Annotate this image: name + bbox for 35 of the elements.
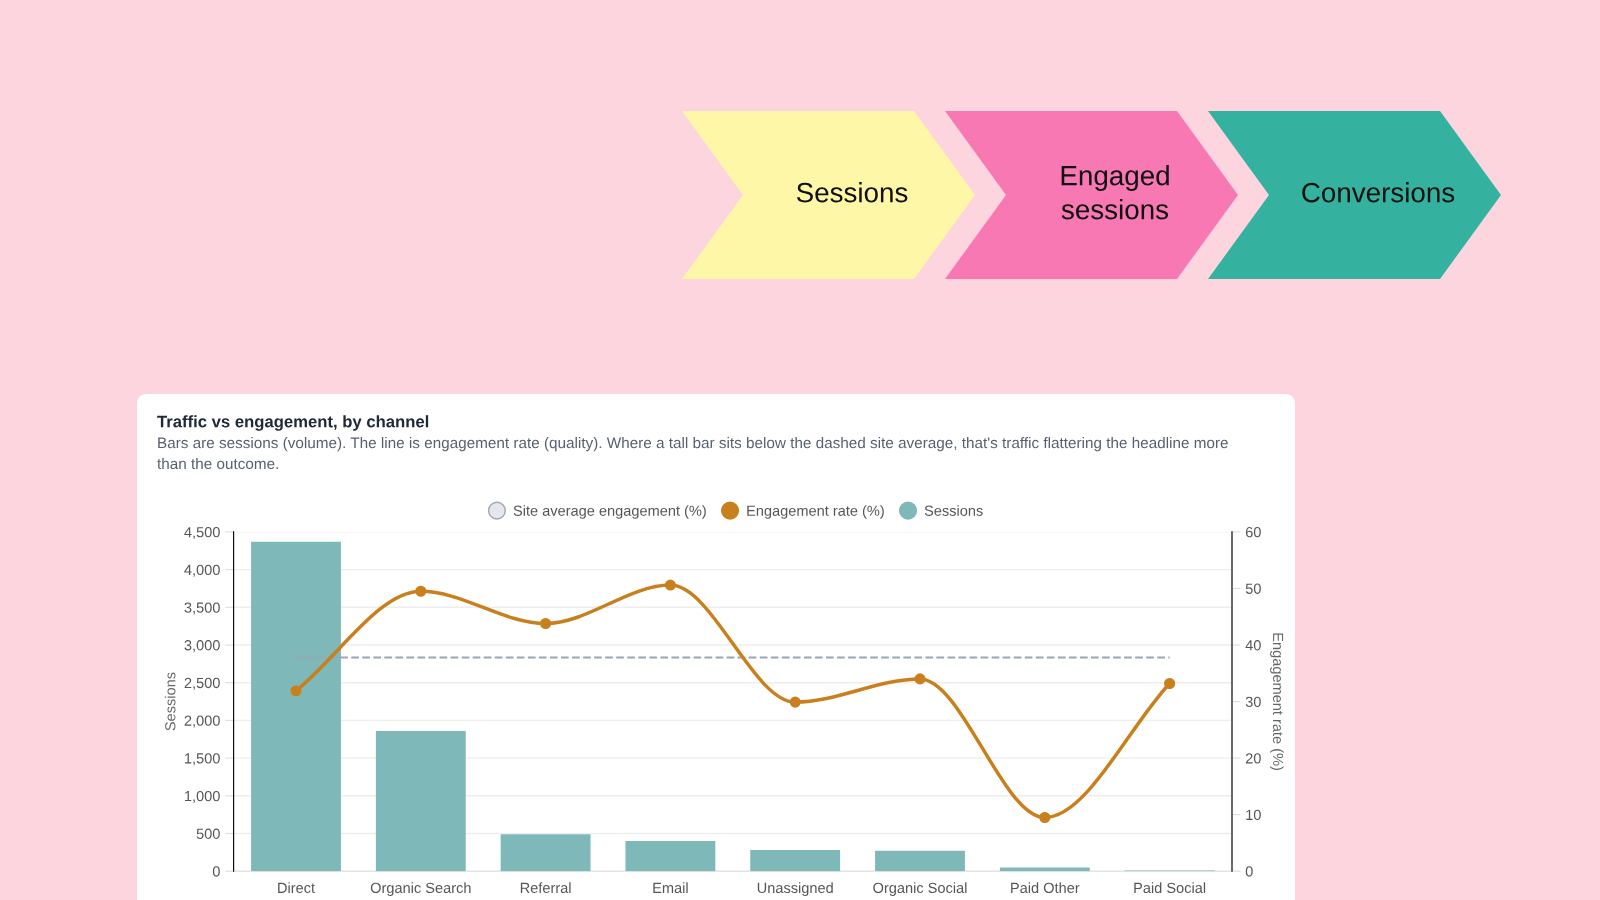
chart-title: Traffic vs engagement, by channel [157, 415, 429, 431]
x-tick-label: Email [653, 882, 688, 894]
legend-label: Sessions [924, 505, 983, 516]
y2-tick-label: 50 [1245, 583, 1261, 594]
y2-tick-label: 10 [1246, 809, 1261, 821]
y-tick-label: 0 [212, 866, 220, 877]
y-tick-label: 3,500 [184, 602, 220, 615]
y-tick-label: 4,000 [184, 564, 220, 577]
y-tick-label: 4,500 [184, 527, 220, 540]
text: Engaged sessions [1061, 165, 1169, 220]
x-tick-label: Paid Social [1134, 882, 1206, 894]
y-tick-label: 3,000 [184, 640, 220, 653]
y-tick-label: 2,500 [184, 677, 220, 690]
y2-axis-title: Engagement rate (%) [1270, 633, 1284, 770]
y2-tick-label: 20 [1245, 753, 1261, 764]
x-tick-label: Unassigned [757, 882, 833, 896]
y-tick-label: 2,000 [184, 715, 220, 728]
y2-tick-label: 60 [1245, 527, 1261, 538]
y2-tick-label: 40 [1245, 640, 1261, 651]
x-tick-label: Referral [520, 882, 571, 894]
text: Conversions [1302, 182, 1455, 203]
x-tick-label: Paid Other [1011, 882, 1080, 894]
y2-tick-label: 30 [1245, 696, 1261, 707]
y2-tick-label: 0 [1245, 866, 1253, 877]
y-tick-label: 1,000 [185, 790, 220, 803]
x-tick-label: Organic Search [370, 882, 471, 896]
legend-label: Engagement rate (%) [747, 505, 884, 519]
text: Sessions [796, 182, 908, 203]
x-tick-label: Direct [278, 882, 315, 894]
y-tick-label: 500 [196, 828, 220, 839]
y-axis-title: Sessions [164, 672, 176, 731]
legend-label: Site average engagement (%) [513, 505, 706, 519]
y-tick-label: 1,500 [185, 753, 220, 766]
x-tick-label: Organic Social [873, 882, 967, 896]
chart-subtitle: Bars are sessions (volume). The line is engagement rate (quality). Where a tall bar sits below the dashed site average, that's traffic flattering the headline more than the outcome. [157, 437, 1228, 470]
